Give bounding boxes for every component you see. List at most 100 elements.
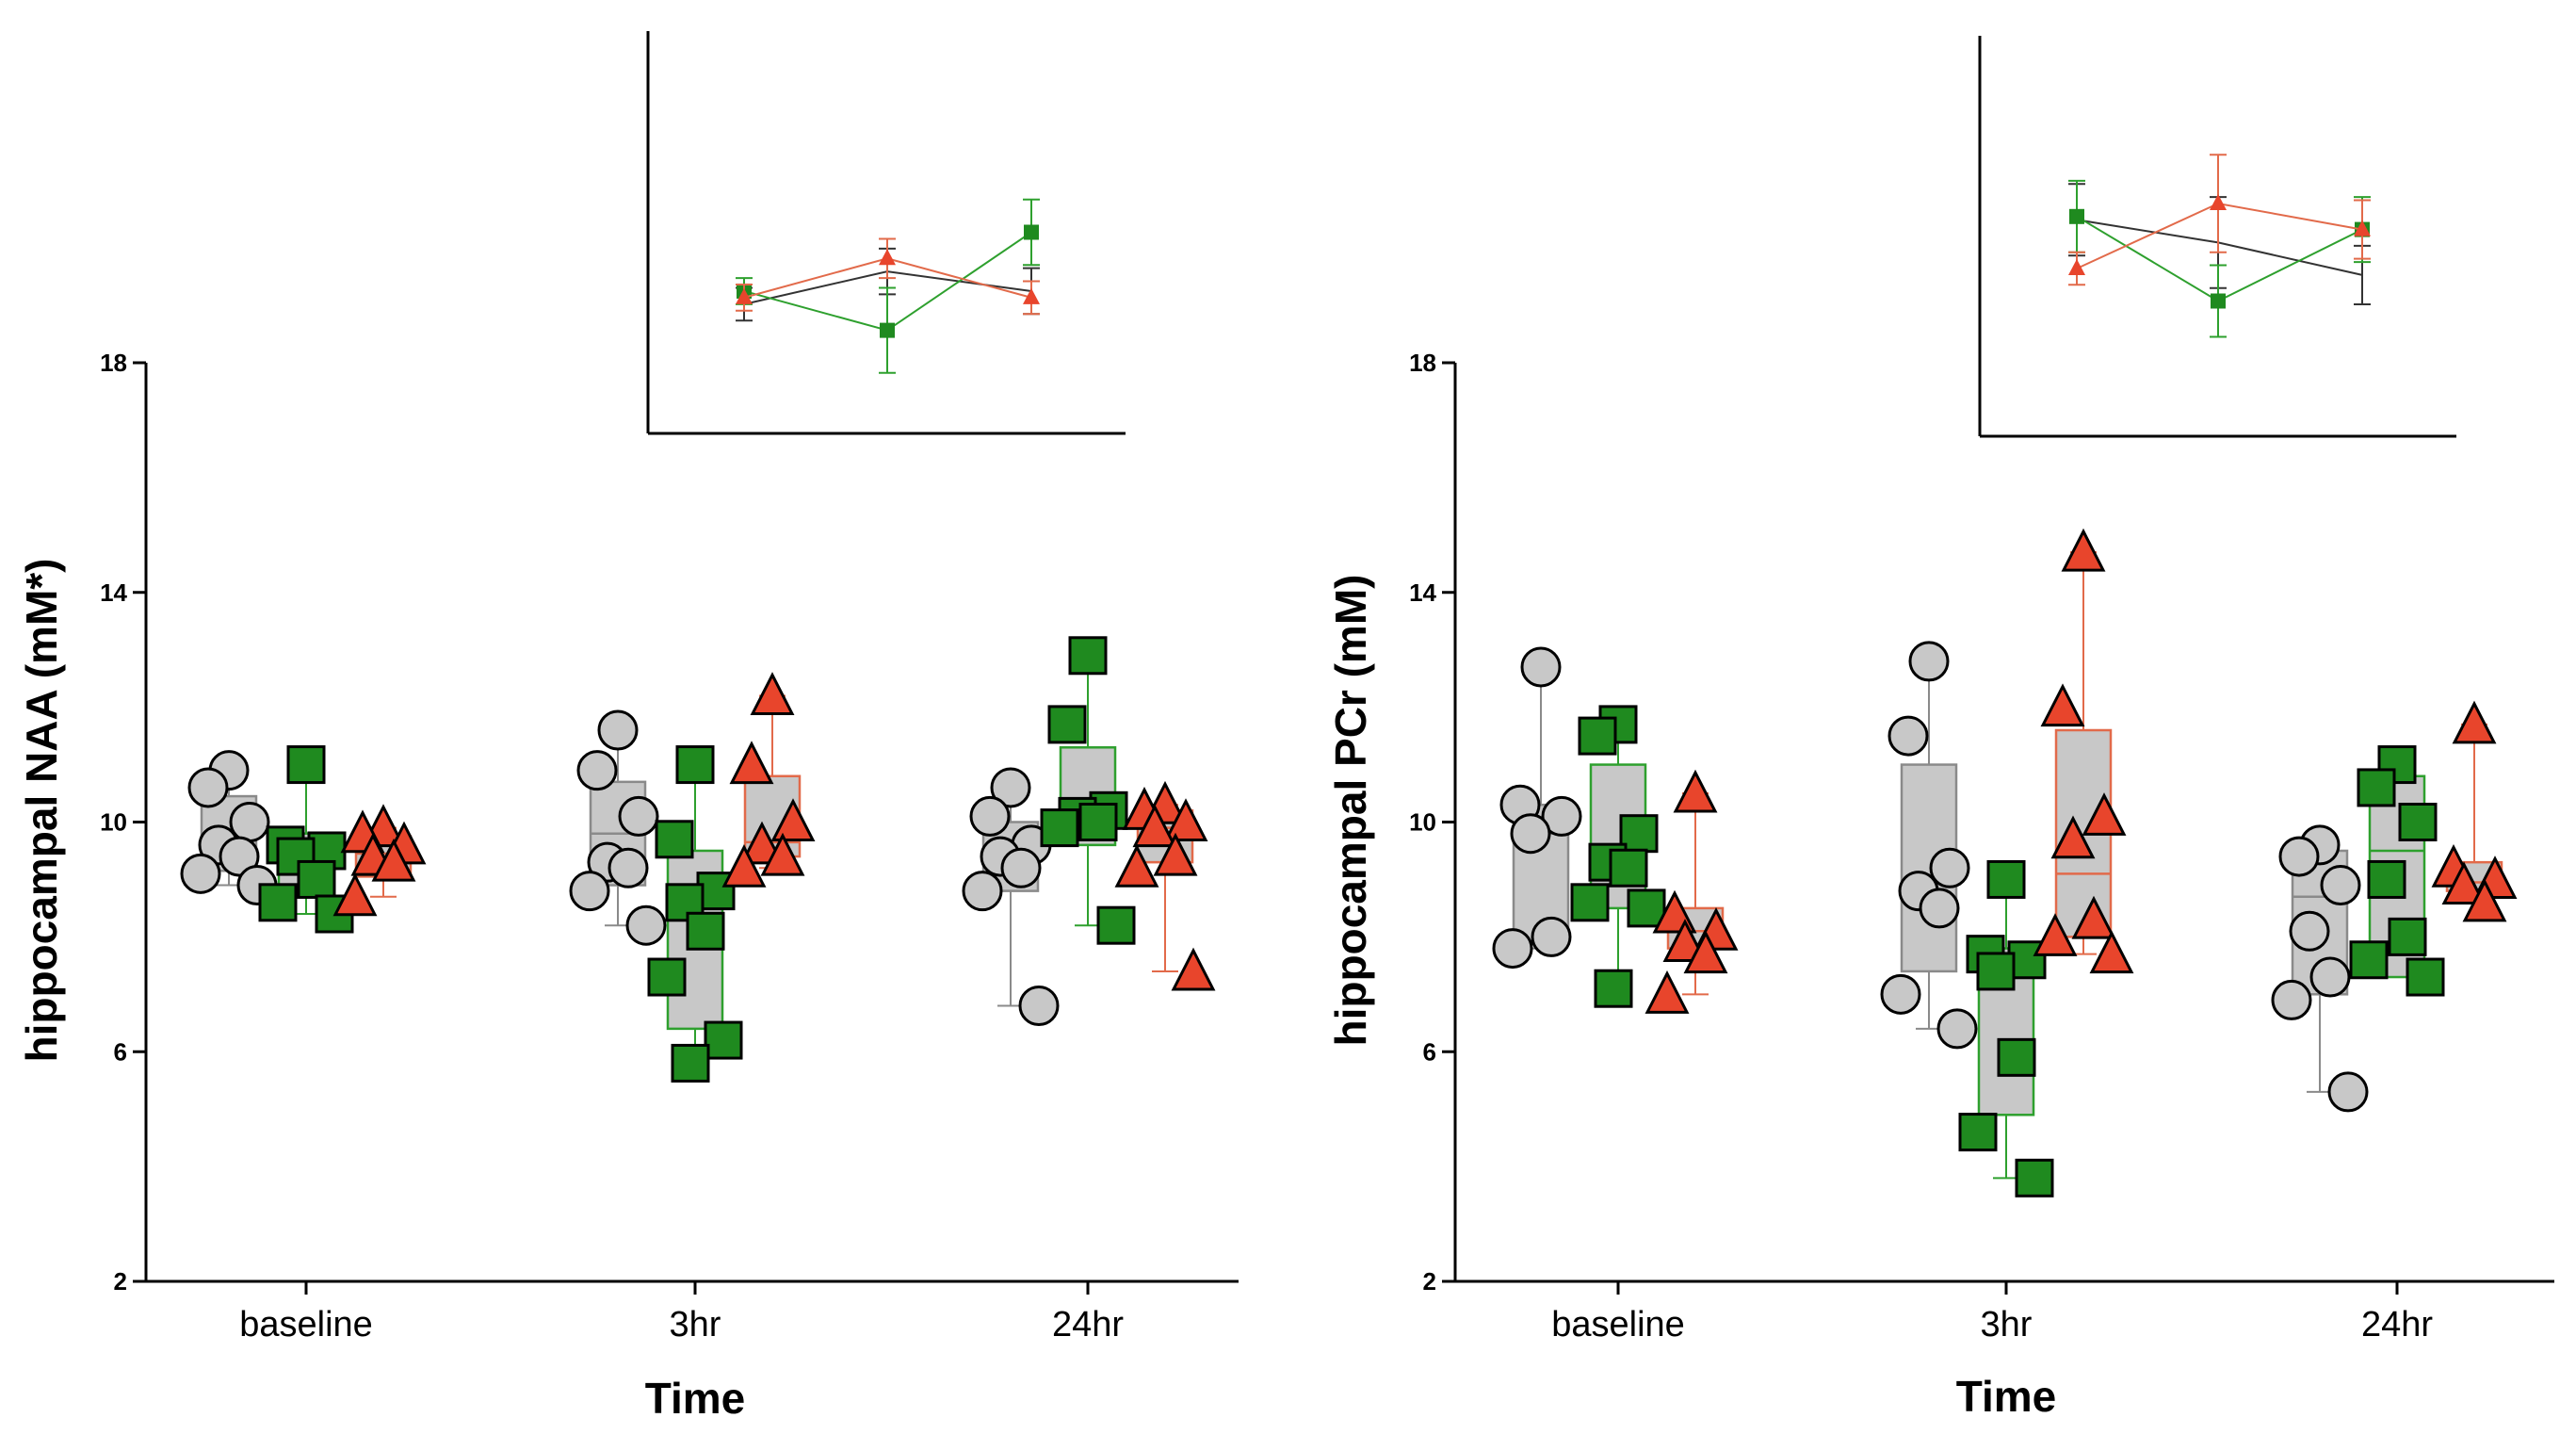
y-tick-label: 18 [100,349,127,377]
point-green-3hr [647,957,687,997]
point-sham-24hr [990,767,1031,808]
inset-point-red [2068,259,2085,275]
point-sham-24hr [2278,836,2320,877]
naa-panel: 2 6 10 14 18 baseline 3hr 24hr hippocampal NAA … [17,31,1239,1423]
point-green-24hr [2357,768,2396,807]
point-red-3hr [2050,815,2096,859]
point-sham-24hr [2320,865,2361,906]
point-red-3hr [750,672,795,715]
point-green-24hr [2349,940,2389,980]
point-red-24hr [2452,700,2497,744]
point-green-24hr [2388,917,2427,956]
point-red-baseline [1662,919,1708,962]
point-sham-3hr [618,795,659,837]
point-green-baseline [1578,716,1617,756]
point-sham-24hr [969,795,1011,837]
point-red-3hr [721,843,767,888]
point-red-3hr [760,832,805,876]
point-sham-3hr [608,847,649,888]
inset-point-green [880,322,895,338]
point-green-3hr [665,883,705,922]
point-red-3hr [729,741,774,785]
point-red-baseline [1644,970,1690,1014]
point-green-24hr [1047,705,1087,744]
y-tick-label: 18 [1409,349,1436,377]
point-green-3hr [1958,1113,1998,1152]
point-green-24hr [1040,808,1079,848]
point-green-3hr [686,911,725,951]
point-green-3hr [2015,1158,2054,1198]
x-tick-label-baseline: baseline [1551,1305,1685,1344]
inset-point-green [2211,293,2226,309]
point-sham-baseline [180,853,221,894]
x-tick-label-24hr: 24hr [1052,1305,1124,1344]
point-sham-baseline [1520,646,1562,688]
point-sham-3hr [597,709,639,751]
x-tick-label-3hr: 3hr [670,1305,721,1344]
point-sham-24hr [2289,910,2330,952]
y-tick-label: 2 [1423,1267,1436,1295]
point-red-24hr [2462,878,2507,922]
point-red-24hr [1171,947,1216,991]
naa-x-axis-title: Time [645,1374,746,1423]
point-sham-24hr [2327,1071,2369,1113]
y-tick-label: 14 [1409,578,1436,607]
point-sham-baseline [1541,795,1582,837]
point-sham-3hr [1887,715,1929,757]
pcr-y-axis-title: hippocampal PCr (mM) [1326,575,1375,1047]
point-green-baseline [297,859,336,899]
inset-point-green [2069,208,2084,224]
point-red-baseline [1683,930,1728,974]
point-green-baseline [1570,883,1610,922]
point-sham-baseline [1492,928,1533,970]
point-sham-3hr [1880,973,1921,1015]
point-red-3hr [2082,792,2127,836]
y-tick-label: 10 [1409,808,1436,837]
point-green-baseline [286,745,326,785]
naa-inset [646,31,1126,435]
point-green-3hr [1997,1037,2036,1077]
point-red-24hr [1153,832,1198,876]
pcr-panel: 2 6 10 14 18 baseline 3hr 24hr hippocampal PCr … [1326,36,2554,1421]
point-sham-3hr [569,871,610,912]
point-green-baseline [1627,888,1666,928]
naa-plot: 2 6 10 14 18 baseline 3hr 24hr [100,349,1239,1344]
point-red-3hr [2089,930,2134,974]
point-green-3hr [1976,952,2016,991]
point-red-baseline [1673,769,1718,813]
point-green-3hr [704,1020,743,1060]
point-sham-3hr [625,904,667,946]
x-tick-label-24hr: 24hr [2361,1305,2433,1344]
inset-point-red [879,249,896,266]
x-tick-label-3hr: 3hr [1981,1305,2033,1344]
point-green-3hr [671,1043,710,1083]
point-sham-24hr [1018,986,1060,1026]
point-red-3hr [2033,913,2078,956]
y-tick-label: 2 [114,1267,127,1295]
point-sham-baseline [1531,916,1572,957]
point-red-24hr [2441,861,2487,905]
point-green-baseline [1609,848,1648,888]
point-sham-3hr [576,750,618,791]
y-tick-label: 6 [1423,1037,1436,1066]
point-green-baseline [258,883,298,922]
point-red-3hr [770,798,816,841]
point-green-3hr [655,820,694,859]
inset-point-red [2354,220,2371,236]
point-green-24hr [1078,803,1118,841]
inset-point-green [1024,224,1039,240]
x-tick-label-baseline: baseline [239,1305,373,1344]
naa-y-axis-title: hippocampal NAA (mM*) [17,559,66,1063]
point-sham-3hr [1936,1008,1978,1050]
point-sham-24hr [2271,979,2312,1020]
point-sham-baseline [187,767,229,808]
point-sham-baseline [219,836,260,877]
pcr-plot: 2 6 10 14 18 baseline 3hr 24hr [1409,349,2554,1344]
point-sham-24hr [1000,847,1042,888]
point-red-24hr [1163,798,1208,841]
point-green-3hr [1986,859,2026,899]
point-sham-baseline [1510,813,1551,855]
point-sham-3hr [1929,847,1970,888]
point-sham-3hr [1908,641,1950,682]
